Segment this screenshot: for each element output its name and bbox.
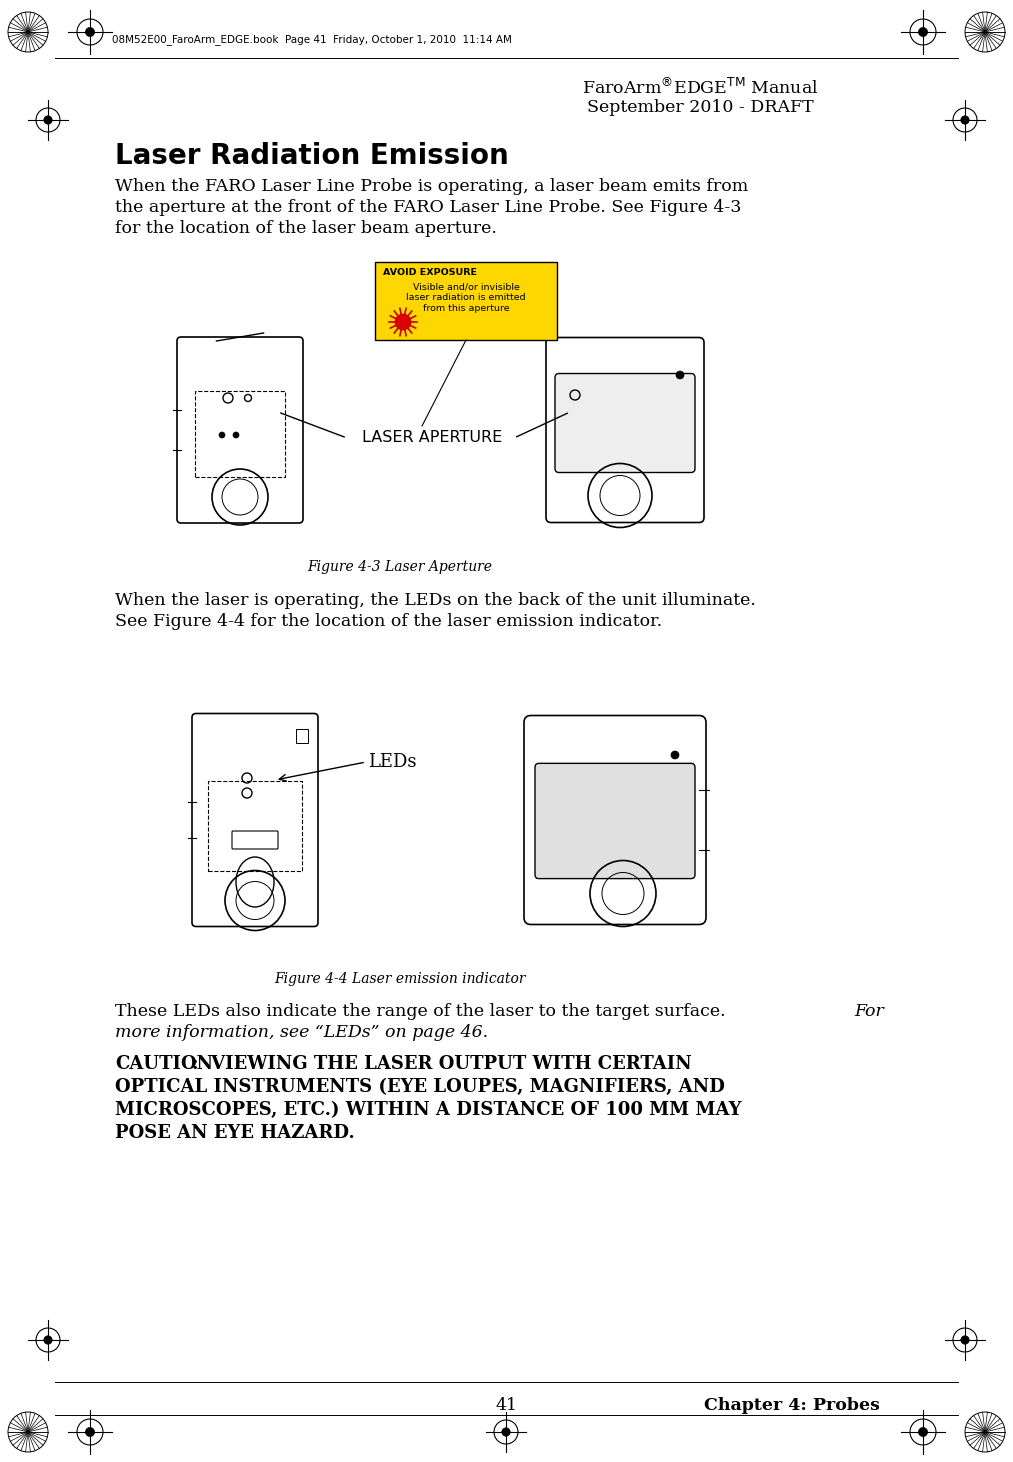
Text: more information, see “LEDs” on page 46.: more information, see “LEDs” on page 46.: [115, 1023, 488, 1041]
Text: for the location of the laser beam aperture.: for the location of the laser beam apert…: [115, 219, 496, 237]
Circle shape: [671, 751, 679, 759]
Text: See Figure 4-4 for the location of the laser emission indicator.: See Figure 4-4 for the location of the l…: [115, 613, 663, 630]
Circle shape: [501, 1428, 511, 1436]
Circle shape: [960, 1336, 969, 1344]
Text: Visible and/or invisible: Visible and/or invisible: [412, 282, 520, 291]
Circle shape: [219, 431, 225, 439]
Text: When the FARO Laser Line Probe is operating, a laser beam emits from: When the FARO Laser Line Probe is operat…: [115, 178, 749, 194]
FancyBboxPatch shape: [192, 713, 318, 927]
Text: 41: 41: [495, 1398, 517, 1414]
Text: :  VIEWING THE LASER OUTPUT WITH CERTAIN: : VIEWING THE LASER OUTPUT WITH CERTAIN: [192, 1056, 692, 1073]
Text: OPTICAL INSTRUMENTS (EYE LOUPES, MAGNIFIERS, AND: OPTICAL INSTRUMENTS (EYE LOUPES, MAGNIFI…: [115, 1077, 725, 1096]
Circle shape: [919, 1427, 928, 1437]
Circle shape: [233, 431, 239, 439]
Text: September 2010 - DRAFT: September 2010 - DRAFT: [587, 99, 813, 117]
Circle shape: [919, 28, 928, 37]
FancyBboxPatch shape: [546, 338, 704, 522]
FancyBboxPatch shape: [555, 373, 695, 472]
Text: 08M52E00_FaroArm_EDGE.book  Page 41  Friday, October 1, 2010  11:14 AM: 08M52E00_FaroArm_EDGE.book Page 41 Frida…: [112, 35, 512, 45]
FancyBboxPatch shape: [177, 338, 303, 523]
Text: Laser Radiation Emission: Laser Radiation Emission: [115, 142, 509, 170]
Text: For: For: [854, 1003, 883, 1020]
Circle shape: [676, 371, 684, 379]
Circle shape: [395, 314, 411, 330]
FancyBboxPatch shape: [232, 830, 278, 849]
Text: LEDs: LEDs: [368, 753, 416, 770]
Text: These LEDs also indicate the range of the laser to the target surface.: These LEDs also indicate the range of th…: [115, 1003, 731, 1020]
Circle shape: [960, 115, 969, 124]
Text: Figure 4-3 Laser Aperture: Figure 4-3 Laser Aperture: [308, 560, 492, 575]
Bar: [296, 728, 308, 743]
Bar: [208, 781, 302, 870]
FancyBboxPatch shape: [524, 715, 706, 924]
Text: CAUTION: CAUTION: [115, 1056, 213, 1073]
FancyBboxPatch shape: [535, 763, 695, 879]
Circle shape: [85, 28, 94, 37]
Circle shape: [85, 1427, 94, 1437]
Text: from this aperture: from this aperture: [422, 304, 510, 313]
Text: FaroArm$^{\circledR}$EDGE$^{\rm TM}$ Manual: FaroArm$^{\circledR}$EDGE$^{\rm TM}$ Man…: [581, 77, 819, 98]
Circle shape: [44, 115, 53, 124]
Text: When the laser is operating, the LEDs on the back of the unit illuminate.: When the laser is operating, the LEDs on…: [115, 592, 756, 610]
Text: MICROSCOPES, ETC.) WITHIN A DISTANCE OF 100 MM MAY: MICROSCOPES, ETC.) WITHIN A DISTANCE OF …: [115, 1101, 742, 1118]
Text: Figure 4-4 Laser emission indicator: Figure 4-4 Laser emission indicator: [275, 972, 526, 985]
Text: LASER APERTURE: LASER APERTURE: [362, 430, 502, 446]
FancyBboxPatch shape: [375, 262, 557, 341]
Text: AVOID EXPOSURE: AVOID EXPOSURE: [383, 268, 477, 276]
Bar: [194, 390, 285, 477]
Text: laser radiation is emitted: laser radiation is emitted: [406, 292, 526, 303]
Text: Chapter 4: Probes: Chapter 4: Probes: [704, 1398, 880, 1414]
Circle shape: [44, 1336, 53, 1344]
Text: POSE AN EYE HAZARD.: POSE AN EYE HAZARD.: [115, 1124, 355, 1142]
Text: the aperture at the front of the FARO Laser Line Probe. See Figure 4-3: the aperture at the front of the FARO La…: [115, 199, 742, 216]
